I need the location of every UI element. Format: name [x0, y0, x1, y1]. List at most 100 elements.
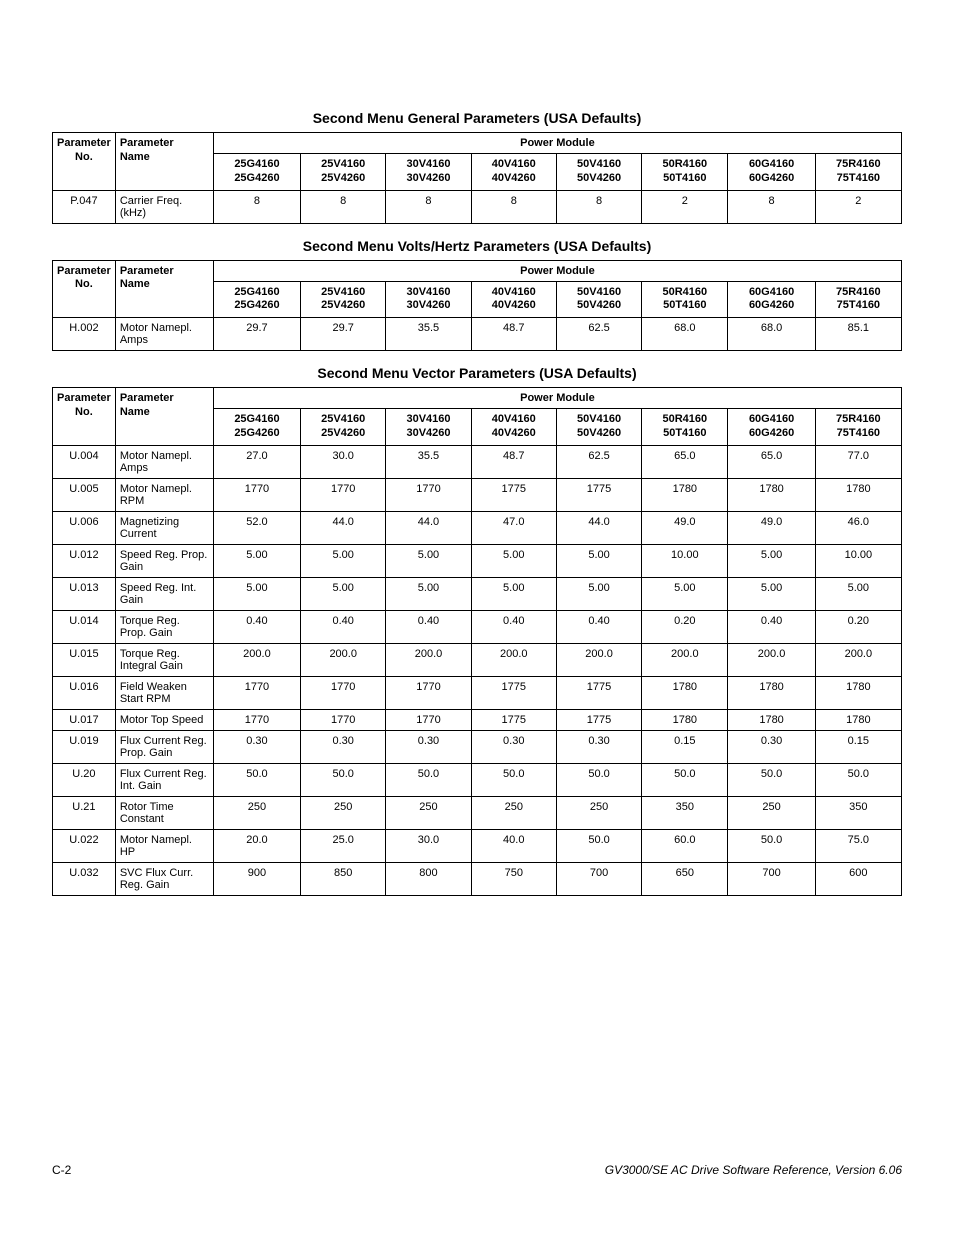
table-title: Second Menu Volts/Hertz Parameters (USA …: [52, 238, 902, 254]
cell-value: 5.00: [301, 577, 386, 610]
header-module-column: 25G416025G4260: [213, 409, 300, 446]
cell-param-name: Flux Current Reg. Prop. Gain: [115, 730, 213, 763]
cell-value: 250: [213, 796, 300, 829]
table-row: U.032SVC Flux Curr. Reg. Gain90085080075…: [53, 862, 902, 895]
cell-value: 5.00: [301, 544, 386, 577]
cell-value: 0.20: [815, 610, 901, 643]
cell-value: 10.00: [815, 544, 901, 577]
cell-value: 30.0: [301, 445, 386, 478]
cell-value: 62.5: [556, 445, 641, 478]
cell-param-no: U.014: [53, 610, 116, 643]
parameter-table: ParameterNo.ParameterNamePower Module25G…: [52, 260, 902, 352]
cell-value: 200.0: [556, 643, 641, 676]
cell-value: 5.00: [815, 577, 901, 610]
header-module-column: 50R416050T4160: [642, 281, 728, 318]
cell-param-name: Motor Namepl. HP: [115, 829, 213, 862]
cell-value: 200.0: [642, 643, 728, 676]
header-power-module: Power Module: [213, 388, 901, 409]
cell-value: 1775: [471, 709, 556, 730]
cell-value: 900: [213, 862, 300, 895]
cell-value: 200.0: [815, 643, 901, 676]
cell-value: 1770: [213, 676, 300, 709]
cell-param-no: U.017: [53, 709, 116, 730]
cell-value: 1770: [386, 478, 471, 511]
page-footer: C-2 GV3000/SE AC Drive Software Referenc…: [52, 1163, 902, 1177]
cell-value: 0.30: [301, 730, 386, 763]
cell-value: 8: [728, 190, 815, 223]
cell-value: 49.0: [728, 511, 815, 544]
cell-value: 5.00: [728, 544, 815, 577]
cell-value: 200.0: [386, 643, 471, 676]
parameter-table: ParameterNo.ParameterNamePower Module25G…: [52, 132, 902, 224]
header-module-column: 30V416030V4260: [386, 409, 471, 446]
cell-param-no: P.047: [53, 190, 116, 223]
cell-value: 68.0: [642, 318, 728, 351]
header-module-column: 40V416040V4260: [471, 281, 556, 318]
cell-value: 1775: [556, 676, 641, 709]
table-row: U.022Motor Namepl. HP20.025.030.040.050.…: [53, 829, 902, 862]
cell-value: 46.0: [815, 511, 901, 544]
cell-value: 350: [815, 796, 901, 829]
cell-value: 650: [642, 862, 728, 895]
cell-param-name: Motor Namepl. Amps: [115, 445, 213, 478]
cell-value: 0.15: [642, 730, 728, 763]
cell-value: 1770: [386, 709, 471, 730]
cell-value: 5.00: [556, 544, 641, 577]
cell-value: 0.20: [642, 610, 728, 643]
cell-value: 1780: [728, 478, 815, 511]
cell-value: 62.5: [556, 318, 641, 351]
cell-value: 1770: [301, 478, 386, 511]
cell-value: 1770: [386, 676, 471, 709]
cell-value: 1780: [815, 709, 901, 730]
cell-value: 50.0: [471, 763, 556, 796]
table-row: U.006Magnetizing Current52.044.044.047.0…: [53, 511, 902, 544]
cell-value: 65.0: [642, 445, 728, 478]
cell-param-no: U.004: [53, 445, 116, 478]
cell-value: 50.0: [642, 763, 728, 796]
cell-param-name: Torque Reg. Integral Gain: [115, 643, 213, 676]
table-row: U.015Torque Reg. Integral Gain200.0200.0…: [53, 643, 902, 676]
cell-value: 8: [386, 190, 471, 223]
cell-value: 0.40: [386, 610, 471, 643]
cell-value: 200.0: [471, 643, 556, 676]
cell-param-name: Speed Reg. Prop. Gain: [115, 544, 213, 577]
cell-value: 0.30: [728, 730, 815, 763]
cell-param-no: U.015: [53, 643, 116, 676]
cell-param-name: Motor Namepl. RPM: [115, 478, 213, 511]
cell-value: 50.0: [728, 829, 815, 862]
table-row: H.002Motor Namepl. Amps29.729.735.548.76…: [53, 318, 902, 351]
header-module-column: 25G416025G4260: [213, 154, 300, 191]
table-title: Second Menu Vector Parameters (USA Defau…: [52, 365, 902, 381]
header-module-column: 30V416030V4260: [386, 154, 471, 191]
cell-param-no: U.005: [53, 478, 116, 511]
table-row: P.047Carrier Freq. (kHz)88888282: [53, 190, 902, 223]
cell-value: 50.0: [556, 829, 641, 862]
cell-value: 29.7: [213, 318, 300, 351]
cell-value: 50.0: [728, 763, 815, 796]
cell-value: 75.0: [815, 829, 901, 862]
cell-value: 25.0: [301, 829, 386, 862]
cell-value: 0.30: [386, 730, 471, 763]
cell-value: 49.0: [642, 511, 728, 544]
cell-value: 5.00: [386, 577, 471, 610]
header-module-column: 25V416025V4260: [301, 281, 386, 318]
cell-value: 700: [728, 862, 815, 895]
cell-value: 8: [471, 190, 556, 223]
cell-value: 250: [728, 796, 815, 829]
cell-param-no: U.016: [53, 676, 116, 709]
cell-value: 250: [386, 796, 471, 829]
cell-value: 8: [556, 190, 641, 223]
table-row: U.016Field Weaken Start RPM1770177017701…: [53, 676, 902, 709]
cell-value: 2: [642, 190, 728, 223]
table-row: U.019Flux Current Reg. Prop. Gain0.300.3…: [53, 730, 902, 763]
table-row: U.012Speed Reg. Prop. Gain5.005.005.005.…: [53, 544, 902, 577]
header-parameter-name: ParameterName: [115, 260, 213, 318]
cell-value: 50.0: [301, 763, 386, 796]
cell-value: 200.0: [213, 643, 300, 676]
cell-value: 44.0: [386, 511, 471, 544]
header-module-column: 50V416050V4260: [556, 281, 641, 318]
cell-value: 85.1: [815, 318, 901, 351]
header-module-column: 50R416050T4160: [642, 154, 728, 191]
table-section: Second Menu General Parameters (USA Defa…: [52, 110, 902, 224]
cell-value: 5.00: [386, 544, 471, 577]
